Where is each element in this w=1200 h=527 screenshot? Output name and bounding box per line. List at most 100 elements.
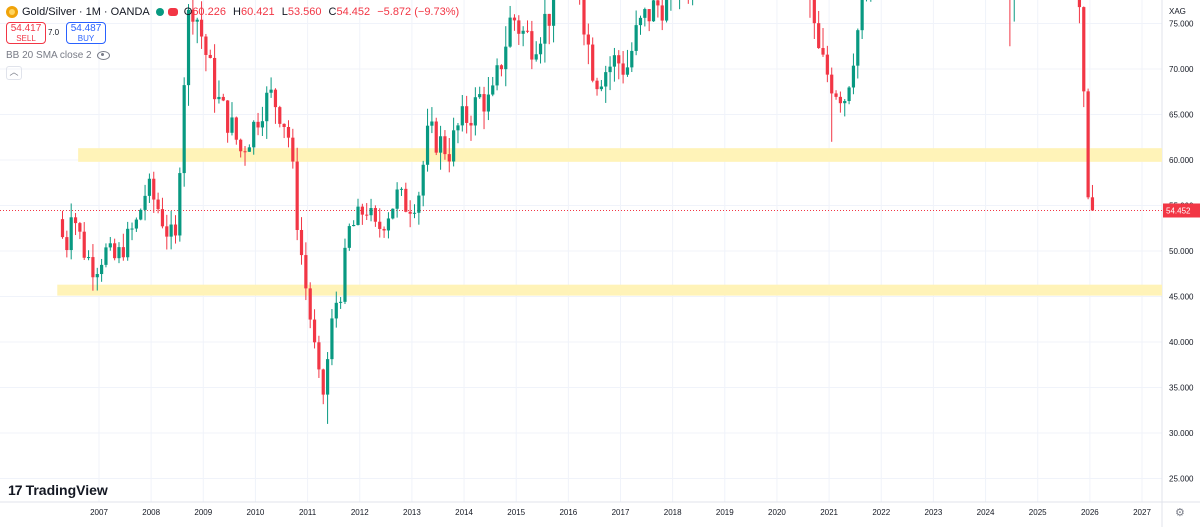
- candle-body: [352, 224, 356, 227]
- candle-body: [282, 123, 286, 127]
- indicator-legend[interactable]: BB 20 SMA close 2: [6, 50, 110, 61]
- candle-body: [508, 17, 512, 47]
- candle-body: [265, 92, 269, 122]
- candle-body: [1082, 7, 1086, 92]
- candle-body: [360, 206, 364, 215]
- candle-body: [160, 209, 165, 227]
- candle-body: [856, 30, 860, 66]
- y-tick-label: 40.000: [1169, 338, 1194, 347]
- candle-body: [1077, 0, 1082, 8]
- x-tick-label: 2014: [455, 508, 473, 517]
- y-tick-label: 30.000: [1169, 429, 1194, 438]
- candle-body: [421, 164, 425, 196]
- low-label: L: [281, 6, 288, 18]
- low-value: 53.560: [287, 6, 322, 18]
- candle-body: [638, 17, 643, 26]
- candle-body: [100, 264, 104, 275]
- candle-body: [195, 19, 199, 22]
- candle-body: [252, 121, 256, 148]
- candle-body: [291, 137, 295, 162]
- candle-body: [278, 107, 282, 124]
- candle-body: [86, 257, 91, 259]
- candle-body: [482, 94, 486, 112]
- candle-body: [186, 9, 191, 86]
- candle-body: [65, 237, 69, 251]
- candle-body: [256, 121, 260, 128]
- candle-body: [95, 274, 99, 278]
- y-tick-label: 75.000: [1169, 20, 1194, 29]
- candle-body: [647, 9, 651, 22]
- candle-body: [660, 5, 664, 21]
- candle-body: [847, 87, 851, 102]
- candle-body: [230, 117, 234, 133]
- candle-body: [173, 224, 178, 236]
- candle-body: [165, 226, 169, 237]
- settings-gear-icon[interactable]: ⚙: [1175, 507, 1185, 519]
- candle-body: [825, 54, 829, 75]
- candle-body: [547, 13, 551, 26]
- candle-body: [269, 89, 273, 93]
- candle-body: [443, 136, 447, 155]
- candle-body: [630, 50, 634, 68]
- candle-body: [456, 125, 460, 131]
- candle-body: [78, 223, 82, 232]
- x-tick-label: 2020: [768, 508, 786, 517]
- spread-value: 7.0: [48, 28, 60, 37]
- candle-body: [504, 46, 508, 70]
- market-status[interactable]: [155, 8, 178, 16]
- y-tick-label: 65.000: [1169, 111, 1194, 120]
- candle-body: [534, 54, 538, 60]
- x-tick-label: 2021: [820, 508, 838, 517]
- candle-body: [226, 100, 230, 133]
- candle-body: [199, 19, 204, 37]
- y-tick-label: 35.000: [1169, 384, 1194, 393]
- candle-body: [73, 217, 78, 224]
- candle-body: [369, 208, 373, 216]
- candle-body: [391, 208, 395, 219]
- candle-body: [412, 212, 417, 214]
- candle-body: [113, 243, 117, 259]
- candle-body: [69, 217, 73, 251]
- collapse-legend-button[interactable]: ︿: [6, 66, 22, 80]
- candle-body: [104, 247, 108, 265]
- candle-body: [178, 173, 182, 236]
- x-tick-label: 2008: [142, 508, 160, 517]
- candle-body: [1090, 197, 1095, 211]
- candle-body: [121, 247, 125, 258]
- candle-body: [147, 178, 152, 196]
- chart-header: Gold/Silver · 1M · OANDA O60.226 H60.421…: [6, 5, 463, 19]
- candles: [60, 0, 1095, 424]
- candle-body: [617, 55, 621, 64]
- candle-body: [812, 0, 816, 24]
- sell-label: SELL: [16, 34, 36, 43]
- sell-button[interactable]: 54.417 SELL: [6, 22, 46, 44]
- candle-body: [486, 94, 490, 112]
- visibility-eye-icon[interactable]: [96, 51, 110, 60]
- candle-body: [643, 9, 647, 18]
- x-tick-label: 2018: [664, 508, 682, 517]
- candle-body: [143, 195, 147, 210]
- candle-body: [478, 94, 482, 98]
- candle-body: [365, 214, 369, 216]
- candle-body: [126, 228, 130, 258]
- high-label: H: [233, 6, 241, 18]
- candle-body: [134, 219, 138, 229]
- candle-body: [286, 126, 291, 138]
- candle-body: [491, 85, 495, 95]
- buy-button[interactable]: 54.487 BUY: [66, 22, 106, 44]
- candle-body: [217, 96, 221, 100]
- candle-body: [156, 199, 160, 210]
- candle-body: [386, 218, 391, 231]
- candle-body: [521, 30, 525, 34]
- symbol-logo-icon: [6, 6, 18, 18]
- candle-body: [473, 97, 477, 126]
- candle-body: [139, 209, 143, 220]
- candle-body: [821, 48, 825, 55]
- candle-body: [395, 189, 399, 209]
- symbol-title[interactable]: Gold/Silver · 1M · OANDA: [22, 6, 150, 18]
- tradingview-logo[interactable]: 17 TradingView: [8, 482, 108, 498]
- y-tick-label: 60.000: [1169, 156, 1194, 165]
- candle-body: [317, 342, 321, 370]
- candle-body: [247, 147, 251, 152]
